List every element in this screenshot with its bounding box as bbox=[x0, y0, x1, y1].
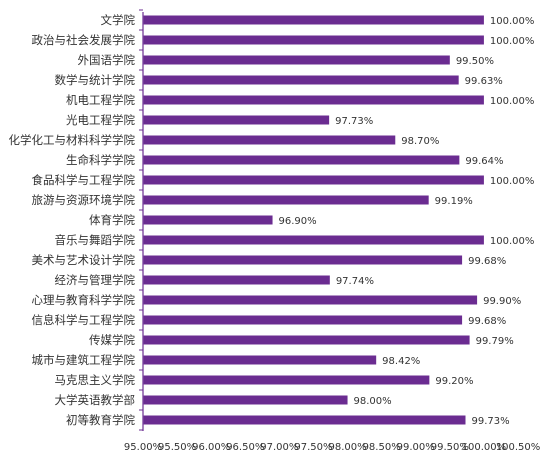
x-tick-label: 95.50% bbox=[158, 442, 196, 453]
x-tick-label: 97.00% bbox=[260, 442, 298, 453]
bar bbox=[143, 135, 396, 145]
bar bbox=[143, 415, 466, 425]
data-label: 99.73% bbox=[472, 416, 510, 427]
x-tick-label: 100.00% bbox=[462, 442, 507, 453]
category-label: 外国语学院 bbox=[78, 53, 136, 67]
data-label: 100.00% bbox=[490, 176, 534, 187]
bar bbox=[143, 95, 484, 105]
data-label: 98.42% bbox=[382, 356, 420, 367]
bar bbox=[143, 255, 463, 265]
bar bbox=[143, 295, 478, 305]
category-label: 美术与艺术设计学院 bbox=[32, 253, 136, 267]
data-label: 99.19% bbox=[435, 196, 473, 207]
category-label: 信息科学与工程学院 bbox=[32, 313, 136, 327]
bar bbox=[143, 55, 450, 65]
x-tick-label: 99.00% bbox=[397, 442, 435, 453]
bar bbox=[143, 315, 463, 325]
bar bbox=[143, 195, 429, 205]
category-label: 食品科学与工程学院 bbox=[32, 173, 136, 187]
category-label: 心理与教育科学学院 bbox=[32, 293, 136, 307]
category-label: 体育学院 bbox=[89, 213, 135, 227]
category-label: 生命科学学院 bbox=[66, 153, 135, 167]
category-label: 机电工程学院 bbox=[66, 93, 135, 107]
x-tick-label: 96.50% bbox=[226, 442, 264, 453]
bar bbox=[143, 375, 430, 385]
category-label: 初等教育学院 bbox=[66, 413, 135, 427]
data-label: 99.79% bbox=[476, 336, 514, 347]
bar bbox=[143, 215, 273, 225]
bar bbox=[143, 155, 460, 165]
data-label: 99.63% bbox=[465, 76, 503, 87]
data-label: 99.64% bbox=[465, 156, 503, 167]
category-labels: 文学院政治与社会发展学院外国语学院数学与统计学院机电工程学院光电工程学院化学化工… bbox=[9, 13, 136, 427]
bar bbox=[143, 75, 459, 85]
data-label: 96.90% bbox=[279, 216, 317, 227]
x-tick-label: 96.00% bbox=[192, 442, 230, 453]
bar bbox=[143, 115, 330, 125]
x-tick-label: 99.50% bbox=[431, 442, 469, 453]
category-label: 经济与管理学院 bbox=[55, 273, 136, 287]
category-label: 光电工程学院 bbox=[66, 113, 135, 127]
data-label: 98.00% bbox=[354, 396, 392, 407]
data-label: 99.20% bbox=[435, 376, 473, 387]
data-label: 98.70% bbox=[401, 136, 439, 147]
data-label: 99.68% bbox=[468, 256, 506, 267]
category-label: 政治与社会发展学院 bbox=[32, 33, 136, 47]
value-labels: 100.00% 100.00% 99.50% 99.63% 100.00% 97.73% 9… bbox=[279, 16, 535, 427]
x-tick-label: 98.00% bbox=[328, 442, 366, 453]
x-tick-label: 97.50% bbox=[294, 442, 332, 453]
bars-layer bbox=[143, 15, 484, 425]
tick-labels: 95.00%95.50%96.00%96.50%97.00%97.50%98.0… bbox=[124, 442, 540, 453]
data-label: 99.68% bbox=[468, 316, 506, 327]
data-label: 100.00% bbox=[490, 236, 534, 247]
bar bbox=[143, 275, 330, 285]
data-label: 99.50% bbox=[456, 56, 494, 67]
bar bbox=[143, 355, 377, 365]
category-label: 音乐与舞蹈学院 bbox=[55, 233, 136, 247]
data-label: 97.74% bbox=[336, 276, 374, 287]
x-tick-label: 100.50% bbox=[496, 442, 541, 453]
data-label: 100.00% bbox=[490, 96, 534, 107]
category-label: 城市与建筑工程学院 bbox=[32, 353, 136, 367]
bar bbox=[143, 35, 484, 45]
bar bbox=[143, 175, 484, 185]
x-tick-label: 95.00% bbox=[124, 442, 162, 453]
category-label: 传媒学院 bbox=[89, 333, 135, 347]
bar bbox=[143, 335, 470, 345]
category-label: 旅游与资源环境学院 bbox=[32, 193, 136, 207]
x-tick-label: 98.50% bbox=[363, 442, 401, 453]
category-label: 马克思主义学院 bbox=[55, 373, 136, 387]
axis-layer bbox=[139, 9, 144, 431]
category-label: 文学院 bbox=[101, 13, 136, 27]
category-label: 化学化工与材料科学学院 bbox=[9, 133, 136, 147]
bar bbox=[143, 235, 484, 245]
bar bbox=[143, 395, 348, 405]
bar bbox=[143, 15, 484, 25]
data-label: 97.73% bbox=[335, 116, 373, 127]
data-label: 100.00% bbox=[490, 16, 534, 27]
category-label: 大学英语教学部 bbox=[55, 393, 136, 407]
category-label: 数学与统计学院 bbox=[55, 73, 136, 87]
data-label: 100.00% bbox=[490, 36, 534, 47]
data-label: 99.90% bbox=[483, 296, 521, 307]
